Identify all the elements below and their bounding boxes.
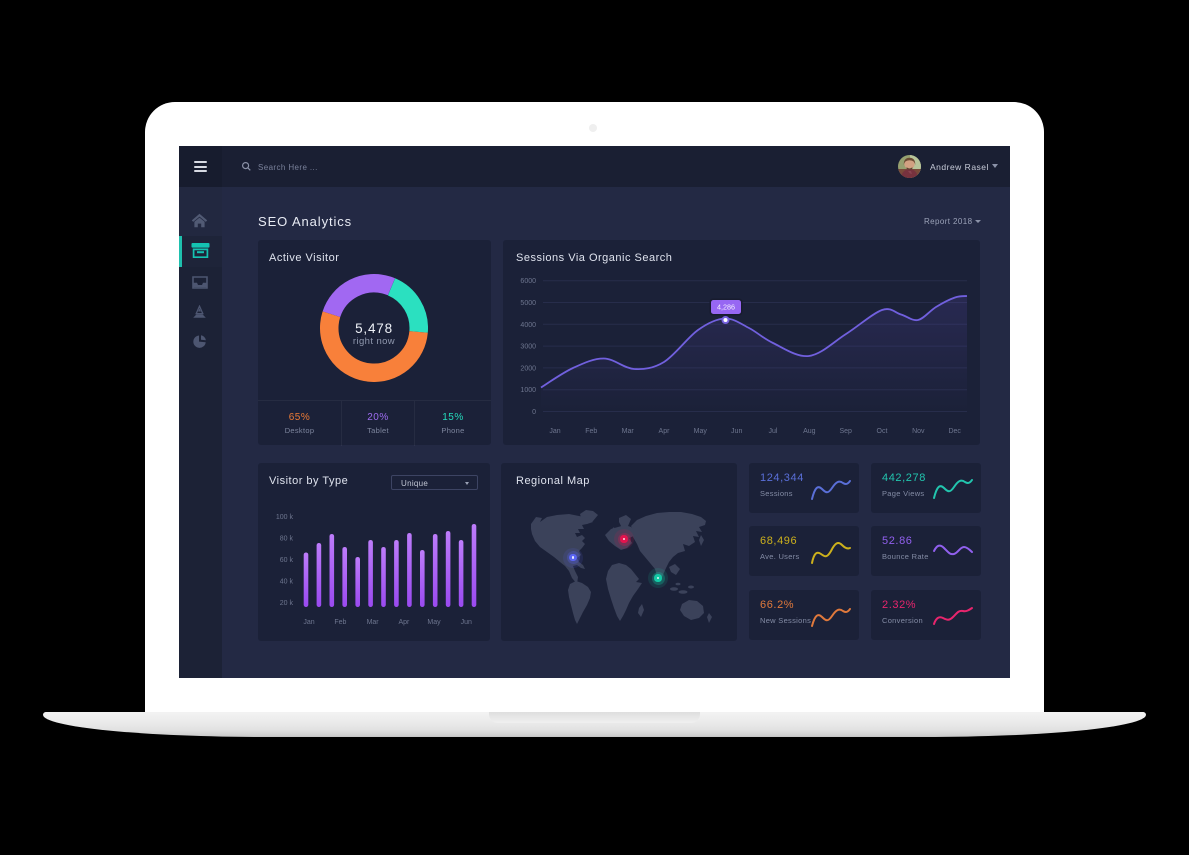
svg-text:Dec: Dec	[948, 428, 961, 435]
svg-text:6000: 6000	[520, 278, 536, 285]
svg-text:Apr: Apr	[659, 428, 671, 435]
svg-text:Jan: Jan	[549, 428, 560, 435]
svg-text:Jan: Jan	[303, 619, 314, 626]
svg-text:4000: 4000	[520, 322, 536, 329]
svg-text:4,286: 4,286	[717, 303, 735, 312]
svg-text:40 k: 40 k	[279, 579, 293, 586]
svg-text:80 k: 80 k	[279, 536, 293, 543]
svg-text:Aug: Aug	[803, 428, 816, 435]
svg-text:Mar: Mar	[366, 619, 379, 626]
svg-text:100 k: 100 k	[275, 514, 293, 521]
svg-text:Mar: Mar	[622, 428, 635, 435]
svg-text:Jun: Jun	[460, 619, 471, 626]
svg-text:Nov: Nov	[912, 428, 925, 435]
svg-text:3000: 3000	[520, 344, 536, 351]
svg-text:Oct: Oct	[877, 428, 888, 435]
svg-text:Jun: Jun	[731, 428, 742, 435]
svg-text:60 k: 60 k	[279, 557, 293, 564]
svg-text:2000: 2000	[520, 365, 536, 372]
svg-text:5000: 5000	[520, 300, 536, 307]
svg-text:0: 0	[532, 409, 536, 416]
svg-text:May: May	[427, 619, 441, 626]
svg-text:Feb: Feb	[585, 428, 597, 435]
svg-text:Apr: Apr	[398, 619, 410, 626]
svg-text:May: May	[694, 428, 708, 435]
svg-text:20 k: 20 k	[279, 600, 293, 607]
svg-text:1000: 1000	[520, 387, 536, 394]
svg-text:Feb: Feb	[334, 619, 346, 626]
svg-text:Jul: Jul	[769, 428, 778, 435]
svg-text:Sep: Sep	[839, 428, 852, 435]
